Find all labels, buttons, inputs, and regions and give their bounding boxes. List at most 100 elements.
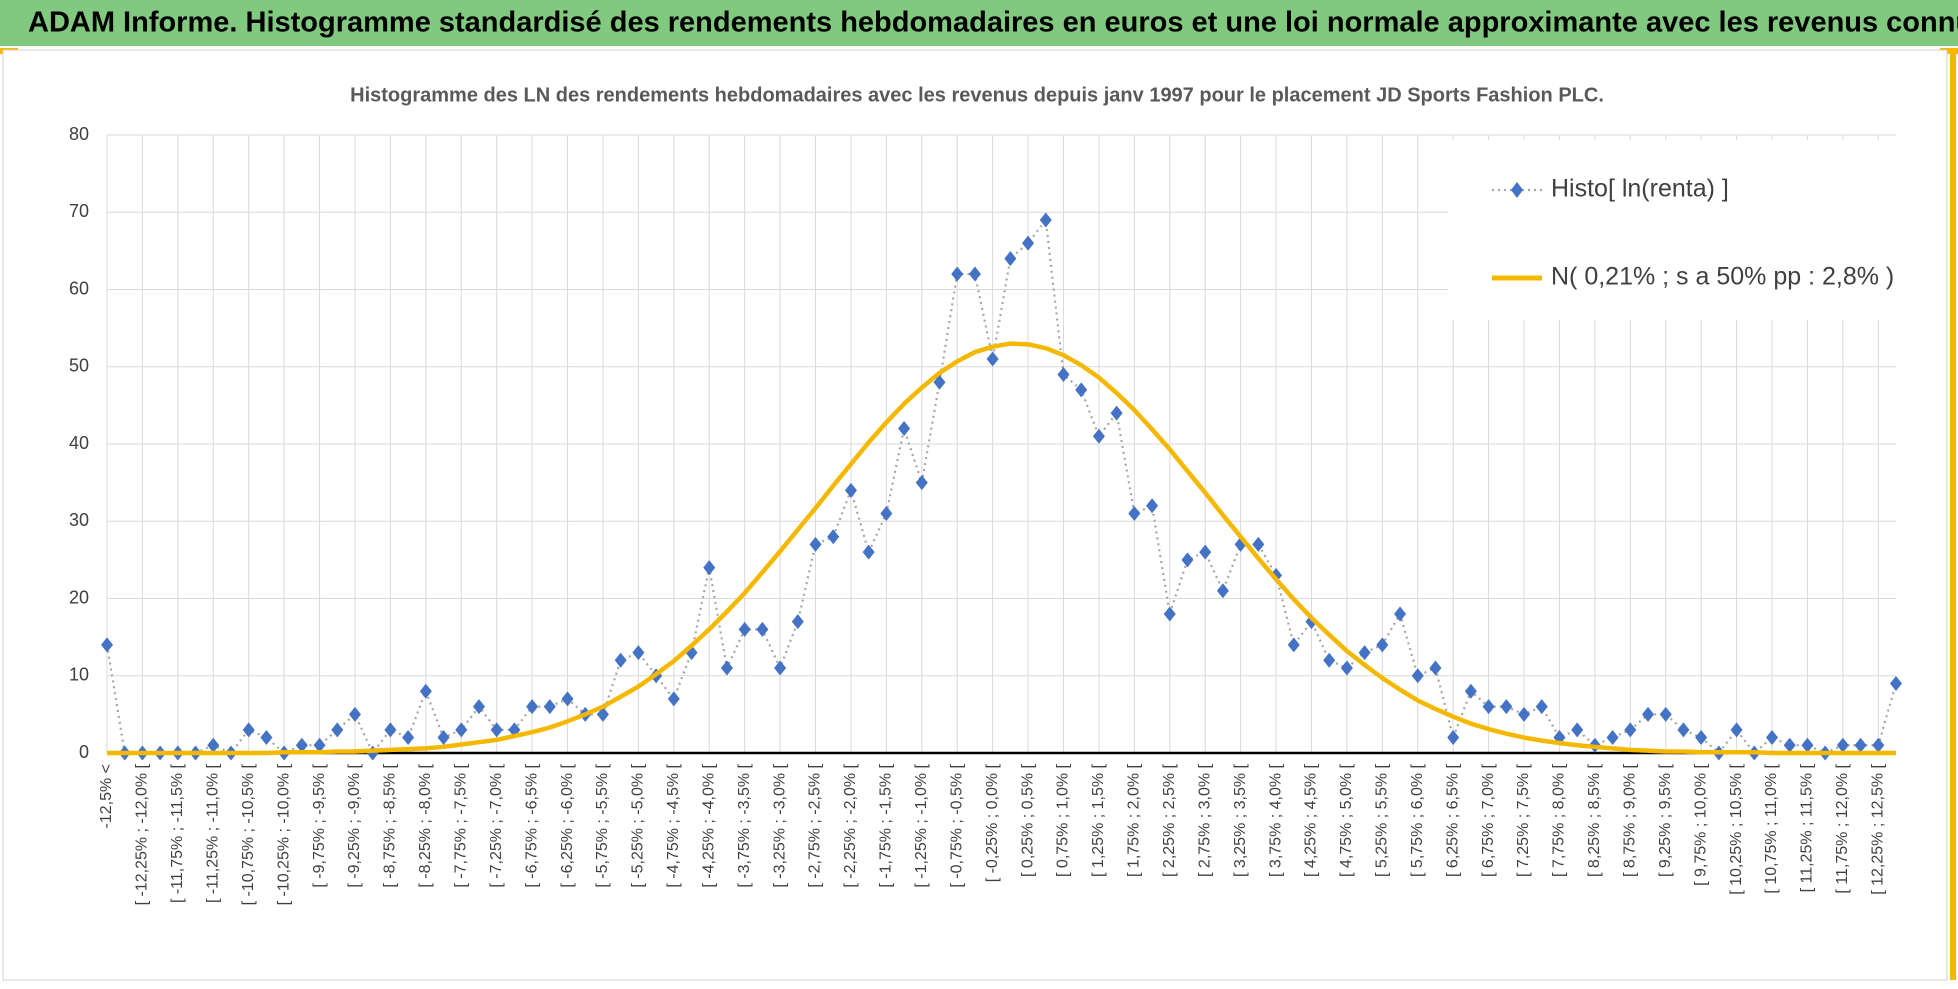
marker bbox=[1199, 544, 1212, 560]
x-tick-label: [ -4,75% ; -4,5% [ bbox=[665, 763, 682, 887]
marker bbox=[1642, 706, 1655, 722]
x-tick-label: [ 0,75% ; 1,0% [ bbox=[1055, 763, 1072, 877]
marker bbox=[1695, 730, 1708, 746]
marker bbox=[313, 737, 326, 753]
marker bbox=[1836, 737, 1849, 753]
x-tick-label: [ -6,25% ; -6,0% [ bbox=[559, 763, 576, 887]
x-tick-label: [ -12,25% ; -12,0% [ bbox=[134, 763, 151, 905]
x-tick-label: [ 2,25% ; 2,5% [ bbox=[1161, 763, 1178, 877]
x-tick-label: [ -3,75% ; -3,5% [ bbox=[736, 763, 753, 887]
marker bbox=[1022, 235, 1035, 251]
x-tick-label: [ 0,25% ; 0,5% [ bbox=[1019, 763, 1036, 877]
marker bbox=[738, 621, 751, 637]
x-tick-label: [ 9,25% ; 9,5% [ bbox=[1657, 763, 1674, 877]
x-tick-label: [ 5,25% ; 5,5% [ bbox=[1374, 763, 1391, 877]
fit-curve bbox=[107, 341, 1896, 756]
marker bbox=[1128, 506, 1141, 522]
marker bbox=[1890, 675, 1902, 691]
marker bbox=[455, 722, 468, 738]
x-tick-label: [ -7,25% ; -7,0% [ bbox=[488, 763, 505, 887]
x-tick-label: [ -11,75% ; -11,5% [ bbox=[169, 763, 186, 903]
x-tick-label: [ -6,75% ; -6,5% [ bbox=[523, 763, 540, 887]
x-tick-label: [ 4,25% ; 4,5% [ bbox=[1303, 763, 1320, 877]
x-tick-label: [ 10,75% ; 11,0% [ bbox=[1763, 763, 1780, 893]
marker bbox=[1323, 652, 1336, 668]
marker bbox=[951, 266, 964, 282]
marker bbox=[1482, 699, 1495, 715]
marker bbox=[1624, 722, 1637, 738]
marker bbox=[1447, 730, 1460, 746]
marker bbox=[207, 737, 220, 753]
x-tick-label: [ 12,25% ; 12,5% [ bbox=[1870, 763, 1887, 894]
y-tick-label: 30 bbox=[69, 510, 89, 530]
marker bbox=[472, 699, 485, 715]
x-tick-label: -12,5% < bbox=[98, 764, 115, 828]
corner-accent bbox=[1940, 48, 1958, 54]
y-tick-label: 20 bbox=[69, 587, 89, 607]
marker bbox=[703, 560, 716, 576]
marker bbox=[880, 506, 893, 522]
x-tick-label: [ 6,25% ; 6,5% [ bbox=[1444, 763, 1461, 877]
marker bbox=[101, 637, 113, 653]
y-tick-label: 40 bbox=[69, 433, 89, 453]
x-tick-label: [ -5,25% ; -5,0% [ bbox=[630, 763, 647, 887]
edge-accent bbox=[1950, 54, 1956, 980]
marker bbox=[1287, 637, 1300, 653]
x-tick-label: [ -10,25% ; -10,0% [ bbox=[275, 763, 292, 905]
x-tick-label: [ -9,25% ; -9,0% [ bbox=[346, 763, 363, 887]
marker bbox=[242, 722, 255, 738]
marker bbox=[898, 421, 911, 437]
x-tick-label: [ 11,25% ; 11,5% [ bbox=[1799, 763, 1816, 892]
marker bbox=[526, 699, 539, 715]
marker bbox=[1358, 645, 1371, 661]
x-tick-label: [ 3,75% ; 4,0% [ bbox=[1267, 763, 1284, 877]
marker bbox=[720, 660, 733, 676]
marker bbox=[1039, 212, 1052, 228]
y-tick-label: 70 bbox=[69, 201, 89, 221]
marker bbox=[1181, 552, 1194, 568]
marker bbox=[419, 683, 432, 699]
x-tick-label: [ 5,75% ; 6,0% [ bbox=[1409, 763, 1426, 877]
marker bbox=[1146, 498, 1159, 514]
x-tick-label: [ 4,75% ; 5,0% [ bbox=[1338, 763, 1355, 877]
marker bbox=[1411, 668, 1424, 684]
x-tick-label: [ -0,75% ; -0,5% [ bbox=[948, 763, 965, 887]
x-tick-label: [ -8,75% ; -8,5% [ bbox=[382, 763, 399, 887]
x-tick-label: [ -9,75% ; -9,5% [ bbox=[311, 763, 328, 887]
marker bbox=[402, 730, 415, 746]
marker bbox=[490, 722, 503, 738]
x-tick-label: [ -11,25% ; -11,0% [ bbox=[204, 763, 221, 903]
x-tick-label: [ -2,75% ; -2,5% [ bbox=[807, 763, 824, 887]
chart-title: Histogramme des LN des rendements hebdom… bbox=[350, 84, 1604, 106]
marker bbox=[933, 374, 946, 390]
x-tick-label: [ -10,75% ; -10,5% [ bbox=[240, 763, 257, 905]
marker bbox=[986, 351, 999, 367]
marker bbox=[596, 706, 609, 722]
legend-label: Histo[ ln(renta) ] bbox=[1551, 175, 1729, 203]
marker bbox=[1252, 536, 1265, 552]
marker bbox=[348, 706, 361, 722]
x-tick-label: [ 8,25% ; 8,5% [ bbox=[1586, 763, 1603, 877]
x-tick-label: [ -0,25% ; 0,0% [ bbox=[984, 763, 1001, 882]
marker bbox=[1677, 722, 1690, 738]
marker bbox=[1340, 660, 1353, 676]
marker bbox=[437, 730, 450, 746]
y-tick-label: 10 bbox=[69, 665, 89, 685]
marker bbox=[915, 475, 928, 491]
marker bbox=[1872, 737, 1885, 753]
marker bbox=[1075, 382, 1088, 398]
marker bbox=[774, 660, 787, 676]
marker bbox=[561, 691, 574, 707]
x-tick-label: [ -1,25% ; -1,0% [ bbox=[913, 763, 930, 887]
marker bbox=[1429, 660, 1442, 676]
x-tick-label: [ 7,25% ; 7,5% [ bbox=[1515, 763, 1532, 877]
x-tick-label: [ 7,75% ; 8,0% [ bbox=[1551, 763, 1568, 877]
x-tick-label: [ -5,75% ; -5,5% [ bbox=[594, 763, 611, 887]
marker bbox=[1394, 606, 1407, 622]
x-tick-label: [ 1,75% ; 2,0% [ bbox=[1126, 763, 1143, 877]
x-tick-label: [ 10,25% ; 10,5% [ bbox=[1728, 763, 1745, 894]
x-tick-label: [ 3,25% ; 3,5% [ bbox=[1232, 763, 1249, 877]
marker bbox=[1801, 737, 1814, 753]
marker bbox=[844, 482, 857, 498]
marker bbox=[1092, 428, 1105, 444]
